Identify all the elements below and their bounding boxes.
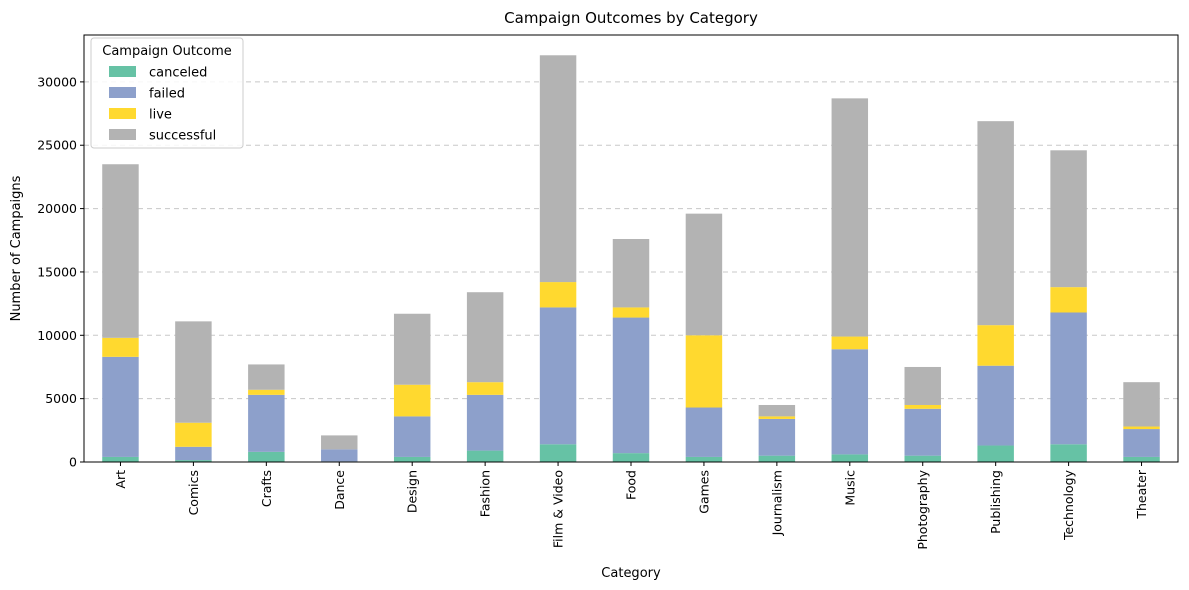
bar-successful bbox=[685, 213, 723, 336]
bar-successful bbox=[321, 435, 358, 450]
bar-successful bbox=[393, 313, 431, 385]
bar-failed bbox=[758, 418, 796, 456]
bar-successful bbox=[612, 238, 650, 308]
x-tick-label: Dance bbox=[332, 470, 347, 510]
bar-live bbox=[904, 404, 941, 409]
legend-entry-live: live bbox=[149, 108, 172, 123]
x-tick-label: Comics bbox=[186, 470, 201, 515]
bar-canceled bbox=[175, 460, 212, 462]
bar-live bbox=[175, 422, 212, 447]
bar-successful bbox=[1050, 150, 1087, 288]
bar-live bbox=[539, 282, 577, 308]
bar-canceled bbox=[685, 456, 723, 462]
x-axis: Art Comics Crafts Dance Design Fashion Film & … bbox=[113, 462, 1149, 550]
y-tick-label: 5000 bbox=[45, 391, 77, 406]
bar-successful bbox=[248, 364, 285, 390]
bar-live bbox=[102, 337, 139, 357]
bar-live bbox=[1123, 426, 1160, 430]
y-tick-label: 0 bbox=[69, 455, 77, 470]
bar-live bbox=[685, 335, 723, 408]
x-tick-label: Technology bbox=[1061, 469, 1076, 541]
bar-canceled bbox=[1050, 444, 1087, 462]
bar-live bbox=[466, 382, 504, 395]
x-tick-label: Crafts bbox=[259, 470, 274, 507]
bar-successful bbox=[758, 404, 796, 417]
bar-failed bbox=[466, 394, 504, 451]
bar-live bbox=[612, 307, 650, 318]
x-axis-title: Category bbox=[601, 566, 661, 581]
legend-entry-canceled: canceled bbox=[149, 66, 207, 81]
chart-title: Campaign Outcomes by Category bbox=[504, 9, 758, 27]
bar-live bbox=[977, 325, 1014, 366]
y-tick-label: 20000 bbox=[37, 201, 77, 216]
bar-live bbox=[758, 416, 796, 419]
bar-failed bbox=[393, 416, 431, 457]
bar-canceled bbox=[904, 455, 941, 462]
bar-successful bbox=[102, 164, 139, 338]
legend-frame bbox=[90, 37, 244, 149]
bar-failed bbox=[1123, 429, 1160, 457]
x-tick-label: Music bbox=[842, 470, 857, 506]
y-tick-label: 30000 bbox=[37, 74, 77, 89]
bar-live bbox=[248, 389, 285, 395]
y-tick-label: 25000 bbox=[37, 138, 77, 153]
bars bbox=[102, 55, 1160, 462]
bar-canceled bbox=[393, 456, 431, 462]
y-axis: 0 5000 10000 15000 20000 25000 30000 bbox=[37, 74, 84, 470]
bar-failed bbox=[321, 449, 358, 462]
legend-title: Campaign Outcome bbox=[102, 44, 232, 59]
bar-successful bbox=[175, 321, 212, 423]
x-tick-label: Journalism bbox=[769, 470, 784, 536]
x-tick-label: Games bbox=[696, 470, 711, 514]
legend: Campaign Outcome canceled failed live succe… bbox=[90, 37, 244, 149]
bar-live bbox=[393, 384, 431, 417]
y-tick-label: 15000 bbox=[37, 264, 77, 279]
bar-successful bbox=[1123, 382, 1160, 427]
x-tick-label: Photography bbox=[915, 469, 930, 549]
legend-swatch-failed bbox=[109, 87, 136, 98]
x-tick-label: Fashion bbox=[478, 470, 493, 517]
y-tick-label: 10000 bbox=[37, 328, 77, 343]
bar-canceled bbox=[977, 445, 1014, 462]
bar-successful bbox=[904, 366, 941, 405]
legend-swatch-canceled bbox=[109, 66, 136, 77]
bar-failed bbox=[831, 349, 869, 455]
bar-successful bbox=[466, 292, 504, 383]
y-axis-title: Number of Campaigns bbox=[9, 175, 24, 321]
x-tick-label: Theater bbox=[1134, 469, 1149, 519]
x-tick-label: Design bbox=[405, 470, 420, 513]
bar-failed bbox=[904, 408, 941, 456]
bar-failed bbox=[612, 317, 650, 454]
bar-canceled bbox=[1123, 456, 1160, 462]
x-tick-label: Film & Video bbox=[551, 470, 566, 548]
bar-live bbox=[1050, 287, 1087, 313]
bar-canceled bbox=[539, 444, 577, 462]
bar-canceled bbox=[248, 451, 285, 462]
legend-swatch-successful bbox=[109, 129, 136, 140]
legend-swatch-live bbox=[109, 108, 136, 119]
bar-canceled bbox=[758, 455, 796, 462]
x-tick-label: Art bbox=[113, 470, 128, 489]
bar-failed bbox=[685, 407, 723, 457]
bar-canceled bbox=[831, 454, 869, 462]
bar-successful bbox=[977, 121, 1014, 326]
bar-failed bbox=[1050, 312, 1087, 445]
x-tick-label: Publishing bbox=[988, 470, 1003, 534]
legend-entry-successful: successful bbox=[149, 129, 216, 144]
legend-entry-failed: failed bbox=[149, 87, 185, 102]
bar-failed bbox=[539, 307, 577, 445]
bar-failed bbox=[102, 356, 139, 457]
bar-successful bbox=[539, 55, 577, 283]
bar-canceled bbox=[612, 453, 650, 462]
bar-failed bbox=[175, 446, 212, 461]
x-tick-label: Food bbox=[624, 470, 639, 500]
bar-canceled bbox=[102, 456, 139, 462]
bar-failed bbox=[248, 394, 285, 452]
bar-live bbox=[831, 336, 869, 350]
bar-canceled bbox=[466, 450, 504, 462]
bar-successful bbox=[831, 98, 869, 337]
bar-failed bbox=[977, 365, 1014, 446]
